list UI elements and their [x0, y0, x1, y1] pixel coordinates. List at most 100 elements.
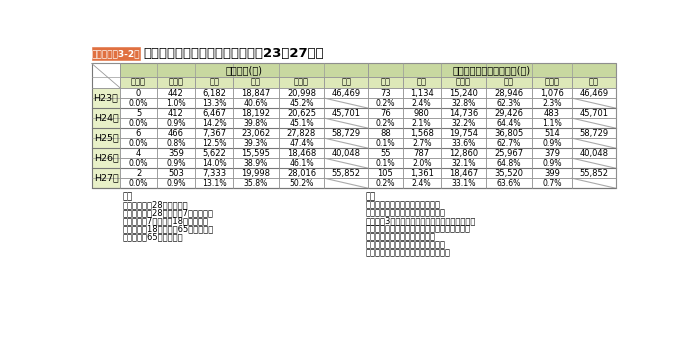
Bar	[157, 148, 195, 158]
Bar	[532, 118, 572, 128]
Bar	[195, 168, 233, 178]
Bar	[402, 108, 441, 118]
Bar	[195, 148, 233, 158]
Bar	[486, 98, 532, 108]
Text: 47.4%: 47.4%	[289, 139, 314, 148]
Text: 中等症：重症または軽症以外のもの: 中等症：重症または軽症以外のもの	[365, 208, 445, 217]
Bar	[441, 148, 486, 158]
Bar	[279, 178, 324, 188]
Text: 19,998: 19,998	[241, 169, 270, 178]
Text: 58,729: 58,729	[579, 129, 609, 138]
Text: 88: 88	[380, 129, 391, 138]
Bar	[279, 148, 324, 158]
Text: 514: 514	[544, 129, 560, 138]
Bar	[572, 108, 615, 118]
Text: 中等症: 中等症	[456, 78, 471, 87]
Text: H23年: H23年	[94, 94, 119, 102]
Bar	[195, 128, 233, 138]
Text: 45,701: 45,701	[332, 109, 361, 118]
Bar	[279, 88, 324, 98]
Text: 46,469: 46,469	[579, 89, 609, 98]
Text: 0.0%: 0.0%	[129, 139, 148, 148]
Text: 55,852: 55,852	[579, 169, 608, 178]
Text: 19,754: 19,754	[449, 129, 478, 138]
Text: 0.2%: 0.2%	[375, 179, 395, 188]
Text: 重症: 重症	[417, 78, 426, 87]
Bar	[92, 128, 120, 148]
Text: 1,076: 1,076	[540, 89, 564, 98]
Text: 399: 399	[544, 169, 560, 178]
Text: 14.2%: 14.2%	[201, 119, 226, 128]
Bar	[368, 98, 402, 108]
Text: 2.1%: 2.1%	[412, 119, 431, 128]
Bar	[572, 138, 615, 148]
Bar	[92, 47, 139, 60]
Bar	[157, 98, 195, 108]
Text: 傷病程度が判明しないもの: 傷病程度が判明しないもの	[365, 241, 445, 249]
Bar	[532, 128, 572, 138]
Bar	[120, 63, 368, 76]
Text: 15,595: 15,595	[241, 149, 270, 158]
Bar	[157, 178, 195, 188]
Text: H25年: H25年	[94, 134, 119, 143]
Bar	[157, 168, 195, 178]
Text: 55,852: 55,852	[332, 169, 361, 178]
Text: 死亡: 死亡	[380, 78, 391, 87]
Text: 高齢者：満65歳以上の者: 高齢者：満65歳以上の者	[123, 232, 184, 241]
Text: 442: 442	[168, 89, 184, 98]
Text: 18,192: 18,192	[241, 109, 270, 118]
Bar	[572, 98, 615, 108]
Bar	[532, 108, 572, 118]
Bar	[402, 128, 441, 138]
Text: 32.2%: 32.2%	[451, 119, 475, 128]
Bar	[324, 128, 368, 138]
Text: 483: 483	[544, 109, 560, 118]
Bar	[279, 108, 324, 118]
Bar	[157, 128, 195, 138]
Text: 28,016: 28,016	[287, 169, 316, 178]
Bar	[486, 88, 532, 98]
Bar	[324, 88, 368, 98]
Text: 503: 503	[168, 169, 184, 178]
Bar	[402, 98, 441, 108]
Text: 7,367: 7,367	[202, 129, 226, 138]
Text: その他: その他	[544, 78, 560, 87]
Bar	[279, 138, 324, 148]
Bar	[368, 76, 402, 88]
Text: 2.7%: 2.7%	[412, 139, 431, 148]
Text: 合計: 合計	[589, 78, 599, 87]
Bar	[233, 138, 279, 148]
Bar	[532, 76, 572, 88]
Text: 0.2%: 0.2%	[375, 98, 395, 108]
Bar	[120, 118, 157, 128]
Text: 少年: 少年	[209, 78, 219, 87]
Bar	[441, 158, 486, 168]
Text: 1,134: 1,134	[410, 89, 433, 98]
Text: 12,860: 12,860	[449, 149, 478, 158]
Bar	[120, 178, 157, 188]
Bar	[157, 108, 195, 118]
Text: 35,520: 35,520	[495, 169, 524, 178]
Text: 0.0%: 0.0%	[129, 179, 148, 188]
Bar	[441, 168, 486, 178]
Bar	[157, 118, 195, 128]
Text: 0: 0	[136, 89, 141, 98]
Text: 2.4%: 2.4%	[412, 98, 431, 108]
Text: 12.5%: 12.5%	[202, 139, 226, 148]
Bar	[157, 88, 195, 98]
Text: H27年: H27年	[94, 174, 119, 183]
Bar	[532, 148, 572, 158]
Bar	[279, 128, 324, 138]
Bar	[279, 76, 324, 88]
Bar	[402, 138, 441, 148]
Bar	[233, 98, 279, 108]
Bar	[195, 98, 233, 108]
Text: 成人: 成人	[251, 78, 261, 87]
Bar	[441, 98, 486, 108]
Bar	[195, 88, 233, 98]
Text: 18,847: 18,847	[241, 89, 270, 98]
Text: 2.4%: 2.4%	[412, 179, 431, 188]
Bar	[279, 98, 324, 108]
Text: 63.6%: 63.6%	[497, 179, 521, 188]
Text: 45.2%: 45.2%	[289, 98, 314, 108]
